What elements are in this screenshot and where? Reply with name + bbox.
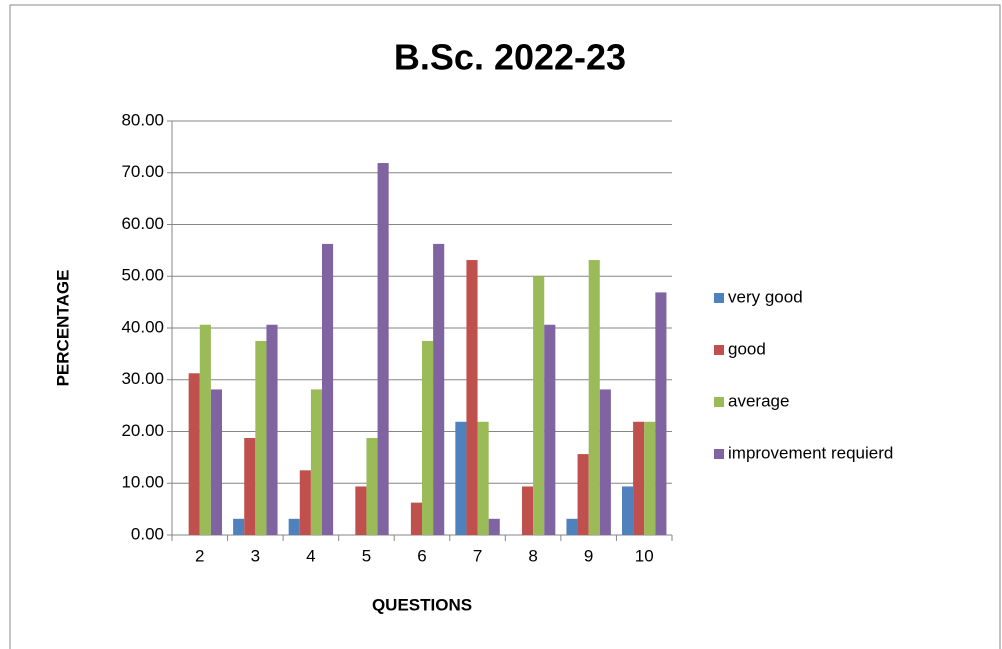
bar <box>366 437 378 535</box>
bar <box>455 421 467 535</box>
bar <box>544 324 556 535</box>
x-tick-label: 4 <box>306 546 315 565</box>
bar <box>310 389 322 535</box>
chart-frame <box>9 4 1001 649</box>
bar <box>422 340 434 535</box>
legend-label: good <box>728 339 766 358</box>
bar <box>244 437 256 535</box>
x-tick-label: 10 <box>635 546 654 565</box>
bar <box>477 421 489 535</box>
y-tick-label: 0.00 <box>131 524 164 543</box>
x-tick-label: 9 <box>584 546 593 565</box>
chart-title: B.Sc. 2022-23 <box>394 37 626 78</box>
y-tick-label: 60.00 <box>121 214 164 233</box>
bar <box>533 276 545 535</box>
bar <box>588 260 600 535</box>
x-tick-label: 2 <box>195 546 204 565</box>
bar <box>566 518 578 535</box>
y-tick-label: 40.00 <box>121 317 164 336</box>
bar <box>255 340 267 535</box>
y-tick-label: 10.00 <box>121 473 164 492</box>
bar <box>577 454 589 535</box>
y-tick-label: 20.00 <box>121 421 164 440</box>
bar <box>644 421 656 535</box>
bar <box>210 389 222 535</box>
x-axis-label: QUESTIONS <box>372 595 472 614</box>
bar <box>377 163 389 535</box>
y-tick-label: 80.00 <box>121 110 164 129</box>
x-tick-label: 6 <box>417 546 426 565</box>
legend-label: improvement requierd <box>728 443 893 462</box>
x-tick-label: 3 <box>251 546 260 565</box>
bar <box>622 486 634 535</box>
bar <box>633 421 645 535</box>
legend-label: very good <box>728 287 803 306</box>
x-tick-label: 5 <box>362 546 371 565</box>
bar <box>199 324 211 535</box>
bar <box>266 324 278 535</box>
legend-swatch <box>714 293 724 303</box>
x-tick-label: 7 <box>473 546 482 565</box>
legend-swatch <box>714 397 724 407</box>
legend-label: average <box>728 391 789 410</box>
legend-swatch <box>714 345 724 355</box>
bar <box>299 470 311 535</box>
bar <box>433 243 445 535</box>
y-tick-label: 30.00 <box>121 369 164 388</box>
x-tick-label: 8 <box>528 546 537 565</box>
bar <box>410 502 422 535</box>
legend-swatch <box>714 449 724 459</box>
bar <box>355 486 367 535</box>
bar <box>233 518 245 535</box>
bar <box>522 486 534 535</box>
bar <box>488 518 500 535</box>
bar <box>322 243 334 535</box>
y-tick-label: 70.00 <box>121 162 164 181</box>
bar <box>599 389 611 535</box>
bar <box>188 373 200 535</box>
y-axis-label: PERCENTAGE <box>53 270 72 387</box>
y-tick-label: 50.00 <box>121 266 164 285</box>
bar <box>288 518 300 535</box>
bar <box>466 260 478 535</box>
bar <box>655 292 667 535</box>
